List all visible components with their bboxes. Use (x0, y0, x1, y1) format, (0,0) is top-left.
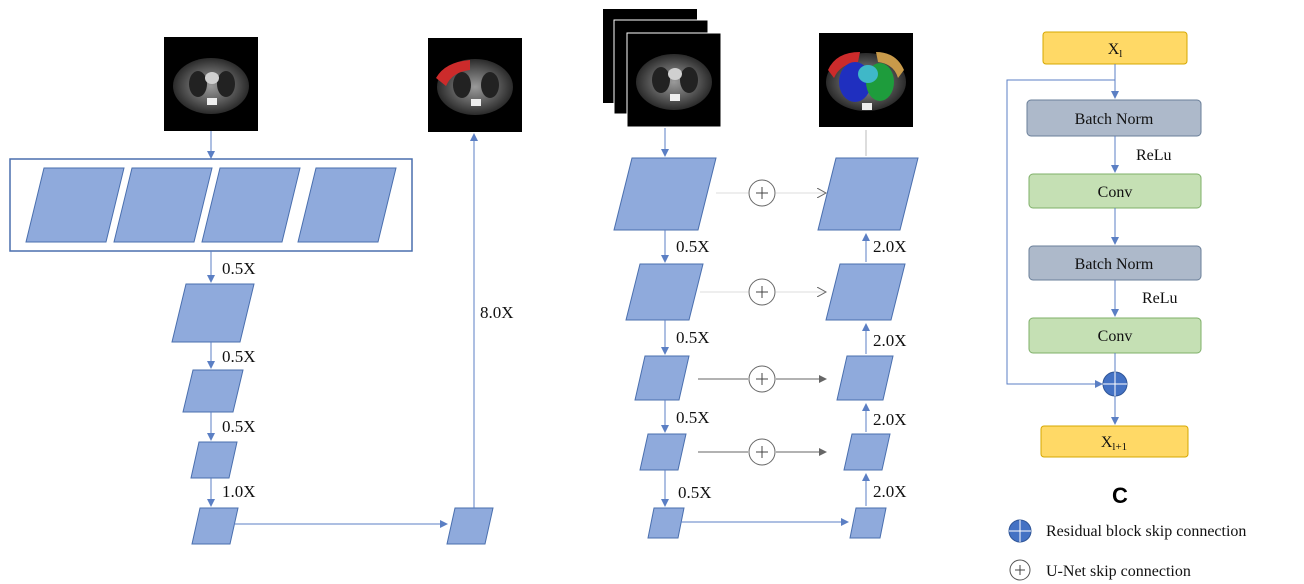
block-a8 (191, 507, 239, 545)
up-label-4: 2.0X (873, 482, 907, 501)
encoder-block-4 (639, 433, 687, 471)
up-label-1: 2.0X (873, 237, 907, 256)
scale-label-a4: 1.0X (222, 482, 256, 501)
relu-2-label: ReLu (1142, 290, 1178, 307)
panel-c: Xl Batch Norm ReLu Conv Batch Norm ReLu … (1006, 31, 1202, 508)
unet-skip-3 (698, 365, 827, 393)
decoder-block-4 (849, 507, 887, 539)
block-a3 (201, 167, 301, 243)
residual-path (1006, 79, 1115, 388)
decoder-block-1 (825, 263, 906, 321)
batch-norm-2-label: Batch Norm (1075, 256, 1154, 273)
decoder-block-2 (836, 355, 894, 401)
scale-label-a1: 0.5X (222, 259, 256, 278)
block-a7 (190, 441, 238, 479)
legend-residual: Residual block skip connection (1008, 519, 1246, 543)
unet-skip-4 (698, 438, 827, 466)
output-xl1-box (1040, 425, 1189, 458)
down-label-1: 0.5X (676, 237, 710, 256)
up-label-2: 2.0X (873, 331, 907, 350)
block-a1 (25, 167, 125, 243)
up-label-3: 2.0X (873, 410, 907, 429)
legend: Residual block skip connection U-Net ski… (1008, 519, 1246, 581)
output-xl1-label: Xl+1 (1101, 434, 1127, 453)
block-a6 (182, 369, 244, 413)
encoder-block-1 (613, 157, 717, 231)
bottleneck-block (647, 507, 685, 539)
ct-output-image-a (428, 38, 522, 132)
legend-unet-label: U-Net skip connection (1046, 563, 1191, 580)
down-label-3: 0.5X (676, 408, 710, 427)
relu-1-label: ReLu (1136, 147, 1172, 164)
encoder-block-3 (634, 355, 690, 401)
ct-input-stack (603, 9, 722, 128)
scale-label-a3: 0.5X (222, 417, 256, 436)
unet-skip-1 (716, 179, 826, 207)
scale-label-a2: 0.5X (222, 347, 256, 366)
ct-input-image (164, 37, 258, 131)
decoder-block-3 (843, 433, 891, 471)
block-a4 (297, 167, 397, 243)
panel-b: 0.5X 0.5X 0.5X 0.5X 2.0X 2.0X 2.0X 2.0X (603, 9, 919, 539)
conv-2-label: Conv (1098, 328, 1133, 345)
down-label-2: 0.5X (676, 328, 710, 347)
input-xl-label: Xl (1108, 41, 1123, 60)
ct-output-image-b (819, 33, 913, 127)
upsample-label-a: 8.0X (480, 303, 514, 322)
encoder-block-2 (625, 263, 704, 321)
unet-skip-2 (700, 278, 826, 306)
down-label-4: 0.5X (678, 483, 712, 502)
legend-residual-label: Residual block skip connection (1046, 523, 1246, 540)
batch-norm-1-label: Batch Norm (1075, 111, 1154, 128)
legend-unet: U-Net skip connection (1009, 559, 1191, 581)
panel-a: 0.5X 0.5X 0.5X 1.0X 8.0X (9, 37, 522, 545)
block-a9 (446, 507, 494, 545)
residual-add-node (1102, 371, 1128, 397)
batch-norm-1-box (1026, 99, 1202, 137)
panel-letter-c: C (1112, 483, 1128, 508)
conv-1-label: Conv (1098, 184, 1133, 201)
decoder-block-0 (817, 157, 919, 231)
block-a5 (171, 283, 255, 343)
block-a2 (113, 167, 213, 243)
